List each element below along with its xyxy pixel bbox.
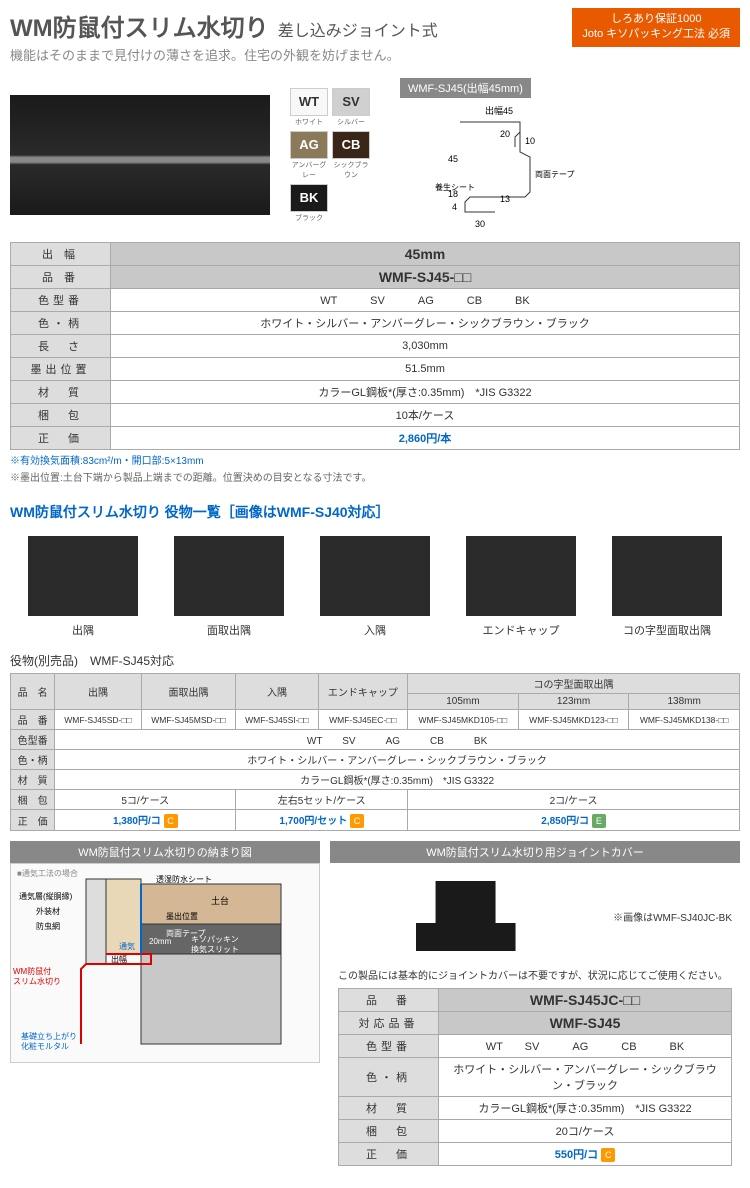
product-visual-row: WTホワイトSVシルバーAGアンバーグレーCBシックブラウンBKブラック WMF… bbox=[0, 68, 750, 242]
acc-sub-header: 役物(別売品) WMF-SJ45対応 bbox=[0, 648, 750, 673]
svg-text:出幅: 出幅 bbox=[111, 954, 127, 964]
color-swatch: BKブラック bbox=[290, 184, 328, 223]
install-diagram: ■通気工法の場合 通気層(縦胴縁) 外装材 防虫網 WM防鼠付 スリム水切り 基… bbox=[10, 863, 320, 1063]
svg-text:化粧モルタル: 化粧モルタル bbox=[21, 1041, 69, 1051]
svg-text:外装材: 外装材 bbox=[36, 906, 60, 916]
diagram-area: WMF-SJ45(出幅45mm) 出幅45 20 10 45 18 4 13 3… bbox=[400, 78, 740, 232]
svg-text:基礎立ち上がり: 基礎立ち上がり bbox=[21, 1031, 77, 1041]
accessory-item: コの字型面取出隅 bbox=[602, 536, 732, 638]
svg-text:両面テープ: 両面テープ bbox=[535, 170, 575, 179]
svg-text:4: 4 bbox=[452, 202, 457, 212]
svg-text:土台: 土台 bbox=[211, 895, 229, 906]
accessory-item: 出隅 bbox=[18, 536, 148, 638]
svg-text:透湿防水シート: 透湿防水シート bbox=[156, 874, 212, 884]
svg-text:通気層(縦胴縁): 通気層(縦胴縁) bbox=[19, 891, 73, 901]
page-header: WM防鼠付スリム水切り 差し込みジョイント式 機能はそのままで見付けの薄さを追求… bbox=[0, 0, 750, 68]
svg-text:20mm: 20mm bbox=[149, 937, 172, 946]
joint-title: WM防鼠付スリム水切り用ジョイントカバー bbox=[330, 841, 740, 863]
title-sub: 差し込みジョイント式 bbox=[278, 23, 438, 40]
subtitle: 機能はそのままで見付けの薄さを追求。住宅の外観を妨げません。 bbox=[10, 45, 572, 64]
svg-text:通気: 通気 bbox=[119, 941, 135, 951]
joint-img-caption: ※画像はWMF-SJ40JC-BK bbox=[613, 909, 732, 924]
accessory-item: 面取出隅 bbox=[164, 536, 294, 638]
diagram-label: WMF-SJ45(出幅45mm) bbox=[400, 78, 531, 98]
install-note: ■通気工法の場合 bbox=[17, 868, 78, 879]
svg-text:換気スリット: 換気スリット bbox=[191, 944, 239, 954]
svg-text:スリム水切り: スリム水切り bbox=[13, 976, 61, 986]
accessory-item: エンドキャップ bbox=[456, 536, 586, 638]
accessories-table: 品 名出隅面取出隅入隅エンドキャップコの字型面取出隅 105mm123mm138… bbox=[10, 673, 740, 831]
note-2: ※墨出位置:土台下端から製品上端までの距離。位置決めの目安となる寸法です。 bbox=[0, 469, 750, 492]
color-swatch: WTホワイト bbox=[290, 88, 328, 127]
accessories-row: 出隅面取出隅入隅エンドキャップコの字型面取出隅 bbox=[0, 526, 750, 648]
color-swatch: AGアンバーグレー bbox=[290, 131, 328, 180]
accessories-title: WM防鼠付スリム水切り 役物一覧［画像はWMF-SJ40対応］ bbox=[0, 492, 750, 526]
warranty-badge: しろあり保証1000 Joto キソパッキング工法 必須 bbox=[572, 8, 740, 47]
technical-diagram: 出幅45 20 10 45 18 4 13 30 両面テープ 養生シート bbox=[400, 102, 580, 232]
color-swatch: SVシルバー bbox=[332, 88, 370, 127]
svg-text:養生シート: 養生シート bbox=[435, 182, 475, 192]
badge-line1: しろあり保証1000 bbox=[582, 12, 730, 27]
dim-dehaba: 出幅45 bbox=[485, 105, 513, 116]
install-title: WM防鼠付スリム水切りの納まり図 bbox=[10, 841, 320, 863]
color-swatch: CBシックブラウン bbox=[332, 131, 370, 180]
badge-line2: Joto キソパッキング工法 必須 bbox=[582, 27, 730, 42]
joint-cover-image bbox=[416, 881, 516, 951]
svg-text:45: 45 bbox=[448, 154, 458, 164]
svg-text:30: 30 bbox=[475, 219, 485, 229]
svg-text:20: 20 bbox=[500, 129, 510, 139]
color-swatches: WTホワイトSVシルバーAGアンバーグレーCBシックブラウンBKブラック bbox=[290, 88, 380, 223]
joint-cover-panel: WM防鼠付スリム水切り用ジョイントカバー ※画像はWMF-SJ40JC-BK こ… bbox=[330, 841, 740, 1178]
svg-text:墨出位置: 墨出位置 bbox=[166, 911, 198, 921]
note-1: ※有効換気面積:83cm²/m・開口部:5×13mm bbox=[0, 450, 750, 469]
joint-note: この製品には基本的にジョイントカバーは不要ですが、状況に応じてご使用ください。 bbox=[338, 967, 732, 982]
install-panel: WM防鼠付スリム水切りの納まり図 ■通気工法の場合 通気層(縦胴縁) 外装材 防… bbox=[10, 841, 320, 1178]
title-main: WM防鼠付スリム水切り bbox=[10, 15, 269, 42]
accessory-item: 入隅 bbox=[310, 536, 440, 638]
svg-text:防虫網: 防虫網 bbox=[36, 921, 60, 931]
joint-cover-table: 品 番WMF-SJ45JC-□□対応品番WMF-SJ45色型番WT SV AG … bbox=[338, 988, 732, 1166]
svg-text:13: 13 bbox=[500, 194, 510, 204]
bottom-row: WM防鼠付スリム水切りの納まり図 ■通気工法の場合 通気層(縦胴縁) 外装材 防… bbox=[0, 831, 750, 1188]
svg-text:10: 10 bbox=[525, 136, 535, 146]
svg-text:キソパッキン: キソパッキン bbox=[191, 935, 239, 944]
spec-table: 出 幅45mm品 番WMF-SJ45-□□色型番WT SV AG CB BK色・… bbox=[10, 242, 740, 450]
svg-text:WM防鼠付: WM防鼠付 bbox=[13, 966, 51, 976]
product-image bbox=[10, 95, 270, 215]
